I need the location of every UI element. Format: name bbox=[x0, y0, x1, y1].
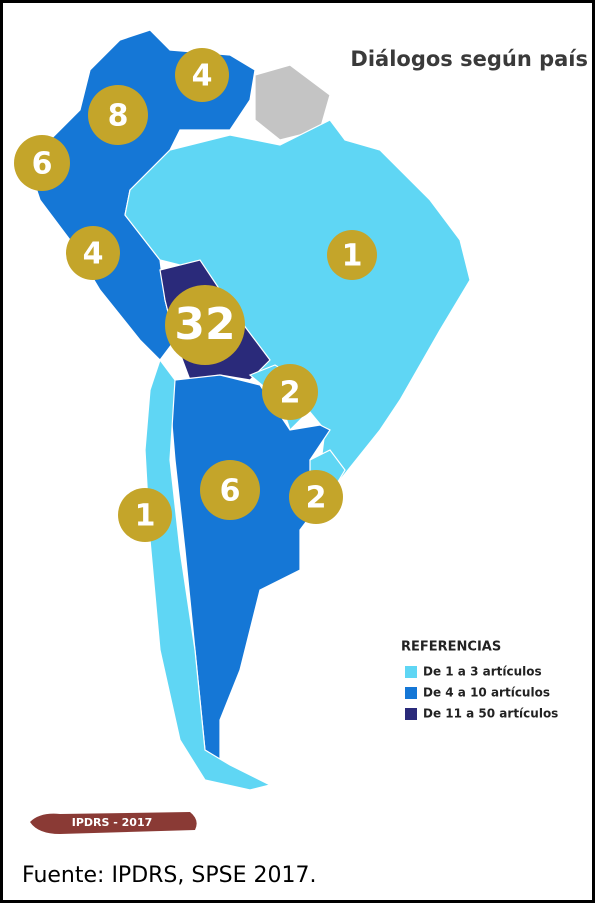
legend-swatch bbox=[405, 687, 417, 699]
legend-swatch bbox=[405, 666, 417, 678]
bubble bbox=[165, 285, 245, 365]
bubble-label: 4 bbox=[83, 237, 104, 272]
bubble-label: 2 bbox=[306, 481, 327, 516]
bubble bbox=[327, 230, 377, 280]
bubble-label: 4 bbox=[192, 59, 213, 94]
legend-swatch bbox=[405, 708, 417, 720]
bubble-label: 6 bbox=[32, 147, 53, 182]
bubble bbox=[88, 85, 148, 145]
bubble bbox=[118, 488, 172, 542]
bubble-label: 8 bbox=[108, 99, 129, 134]
bubble-label: 1 bbox=[135, 499, 156, 534]
legend-label: De 11 a 50 artículos bbox=[423, 707, 558, 721]
bubble bbox=[175, 48, 229, 102]
map-title: Diálogos según país bbox=[350, 47, 588, 71]
bubble-label: 2 bbox=[280, 376, 301, 411]
legend-label: De 1 a 3 artículos bbox=[423, 665, 542, 679]
badge-brush bbox=[30, 812, 197, 834]
bubble-label: 6 bbox=[220, 474, 241, 509]
bubble bbox=[66, 226, 120, 280]
bubble bbox=[289, 470, 343, 524]
source: Fuente: IPDRS, SPSE 2017. bbox=[22, 863, 316, 888]
legend: De 1 a 3 artículos De 4 a 10 artículos De … bbox=[405, 665, 558, 721]
bubble bbox=[14, 135, 70, 191]
bubble bbox=[200, 460, 260, 520]
bubble-label: 1 bbox=[342, 239, 363, 274]
bubble bbox=[262, 364, 318, 420]
badge: IPDRS - 2017 bbox=[72, 816, 153, 829]
bubble-label: 32 bbox=[174, 299, 235, 350]
legend-label: De 4 a 10 artículos bbox=[423, 686, 550, 700]
bubbles: 4 8 6 4 1 32 2 2 6 1 bbox=[14, 48, 377, 542]
legend-title: REFERENCIAS bbox=[401, 640, 501, 655]
